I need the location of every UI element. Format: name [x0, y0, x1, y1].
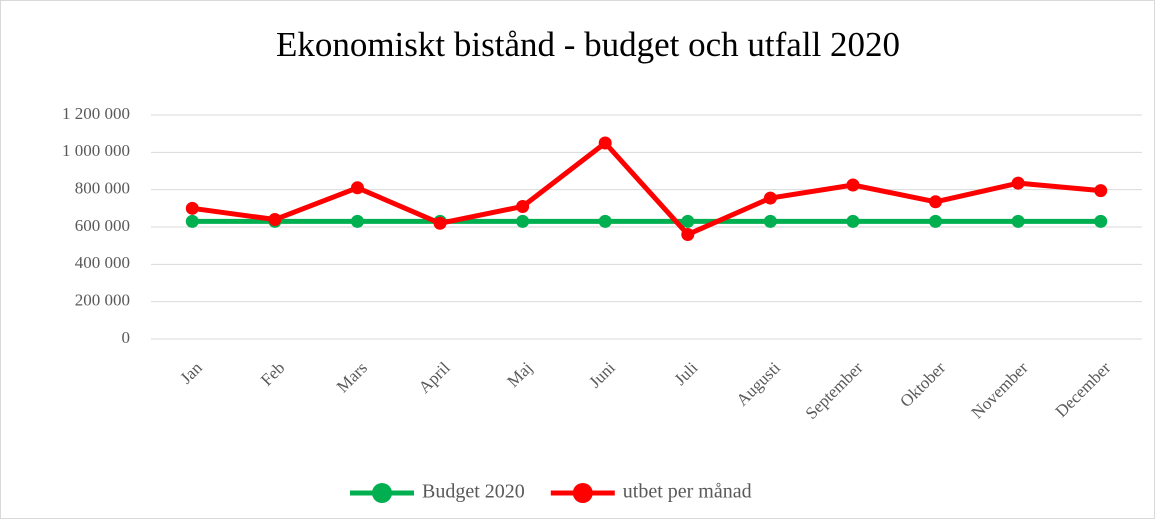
chart-title: Ekonomiskt bistånd - budget och utfall 2… — [276, 25, 900, 64]
data-point — [516, 199, 530, 213]
data-point — [1094, 184, 1108, 198]
data-point — [1094, 214, 1108, 228]
series-line — [191, 140, 1101, 237]
y-tick-label: 600 000 — [75, 216, 130, 235]
y-tick-label: 1 200 000 — [62, 104, 130, 123]
data-point — [516, 214, 530, 228]
legend-label: utbet per månad — [623, 481, 752, 503]
data-point — [929, 195, 943, 209]
y-tick-label: 0 — [122, 328, 131, 347]
y-tick-label: 400 000 — [75, 253, 130, 272]
data-point — [350, 214, 364, 228]
legend-marker — [372, 483, 392, 503]
data-point — [1011, 214, 1025, 228]
data-point — [681, 227, 695, 241]
data-point — [1011, 176, 1025, 190]
data-point — [763, 214, 777, 228]
data-point — [929, 214, 943, 228]
data-point — [846, 214, 860, 228]
data-point — [763, 191, 777, 205]
data-point — [598, 214, 612, 228]
legend-label: Budget 2020 — [422, 481, 525, 503]
data-point — [433, 216, 447, 230]
y-tick-label: 800 000 — [75, 179, 130, 198]
data-point — [598, 136, 612, 150]
data-point — [185, 201, 199, 215]
y-tick-label: 1 000 000 — [62, 141, 130, 160]
data-point — [350, 181, 364, 195]
data-point — [846, 178, 860, 192]
data-point — [681, 214, 695, 228]
legend-marker — [572, 483, 593, 503]
data-point — [185, 214, 199, 228]
y-tick-label: 200 000 — [75, 291, 130, 310]
data-point — [268, 213, 282, 227]
